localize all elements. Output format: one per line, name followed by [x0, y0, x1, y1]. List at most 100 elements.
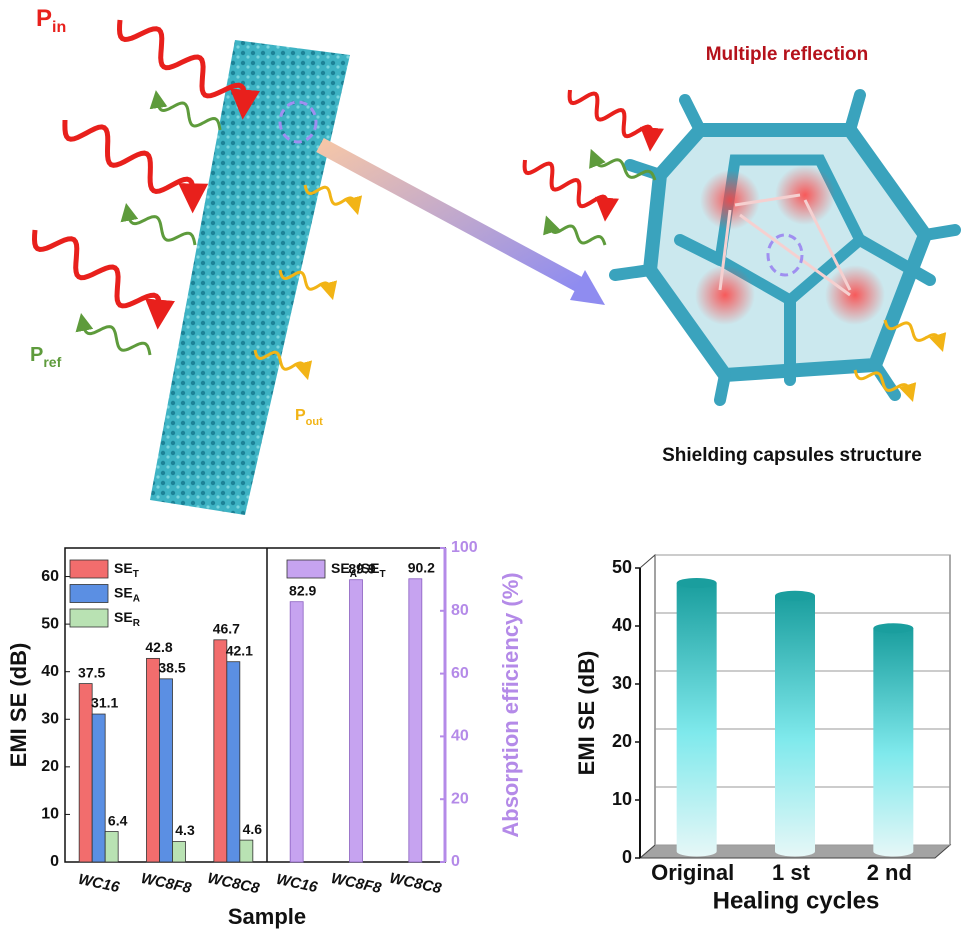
y-tick-label: 10 — [41, 806, 59, 823]
legend-label: SET — [114, 560, 139, 580]
y-tick-label: 30 — [612, 673, 632, 693]
cylinder — [873, 623, 914, 857]
bar — [104, 831, 119, 863]
reflection-paths — [718, 193, 852, 297]
legend-swatch — [69, 559, 109, 579]
legend-sub: T — [133, 569, 139, 580]
wave — [589, 148, 657, 181]
value-label: 4.6 — [243, 821, 263, 837]
y-axis-label: EMI SE (dB) — [6, 643, 31, 768]
value-label: 31.1 — [91, 695, 118, 711]
wave — [303, 184, 363, 216]
wave — [253, 349, 313, 381]
x-tick-label: WC8F8 — [329, 870, 383, 897]
bar — [349, 579, 363, 863]
cylinder-top — [873, 623, 914, 634]
legend-main: /SE — [357, 560, 380, 576]
label-sub: in — [52, 19, 66, 36]
y-tick-label: 0 — [622, 847, 632, 867]
bar — [146, 657, 160, 863]
bar — [159, 678, 173, 863]
legend-main: SE — [114, 584, 133, 600]
y2-axis-label: Absorption efficiency (%) — [498, 572, 523, 837]
side-wall — [639, 553, 656, 860]
value-label: 42.1 — [226, 642, 253, 658]
wave — [120, 202, 197, 246]
cylinder-top — [775, 590, 815, 601]
wave — [278, 269, 338, 301]
x-tick-label: WC16 — [275, 871, 320, 896]
legend-label: SER — [114, 609, 141, 629]
label-p-out: Pout — [295, 407, 323, 428]
label-main: P — [295, 407, 306, 424]
value-label: 90.2 — [408, 559, 435, 575]
zoom-circle — [278, 100, 318, 144]
legend-swatch — [286, 559, 326, 579]
y-tick-label: 20 — [41, 758, 59, 775]
y2-tick-label: 40 — [451, 728, 469, 745]
x-tick-label: WC8C8 — [206, 870, 262, 898]
wave — [853, 369, 917, 402]
y-tick-label: 60 — [41, 568, 59, 585]
y2-tick-label: 100 — [451, 539, 478, 556]
zoom-arrow-head — [570, 270, 605, 305]
reflection-spot — [700, 170, 760, 230]
label-p-in: Pin — [36, 5, 66, 36]
legend-sub: T — [380, 569, 386, 580]
cylinder-body — [873, 628, 914, 857]
x-tick-label: 1 st — [772, 860, 811, 885]
label-p-ref: Pref — [30, 344, 62, 369]
heading: Multiple reflection — [706, 44, 869, 65]
value-label: 37.5 — [78, 664, 105, 680]
wave — [116, 19, 260, 120]
legend-main: SE — [114, 560, 133, 576]
y2-tick-label: 0 — [451, 853, 460, 870]
label-main: P — [30, 344, 43, 366]
foam-slab — [150, 40, 350, 515]
label-main: P — [36, 5, 52, 32]
value-label: 42.8 — [145, 639, 172, 655]
y-tick-label: 50 — [612, 557, 632, 577]
cylinder — [775, 590, 815, 857]
y-tick-label: 20 — [612, 731, 632, 751]
y-tick-label: 0 — [50, 853, 59, 870]
x-tick-label: WC8C8 — [388, 870, 444, 898]
x-tick-label: WC16 — [77, 871, 122, 896]
legend-label: SEA — [114, 584, 140, 604]
reflection-spot — [825, 265, 885, 325]
zoom-circle — [766, 233, 804, 277]
value-label: 38.5 — [158, 660, 185, 676]
bar — [239, 839, 254, 863]
legend-swatch — [69, 584, 109, 603]
value-label: 89.9 — [348, 560, 375, 576]
y-tick-label: 30 — [41, 710, 59, 727]
y2-tick-label: 60 — [451, 665, 469, 682]
legend-main: SE — [331, 560, 350, 576]
y-tick-label: 10 — [612, 789, 632, 809]
wave — [149, 90, 222, 131]
label-sub: ref — [43, 354, 61, 370]
reflection-spot — [775, 165, 835, 225]
bar — [226, 661, 241, 863]
label-sub: out — [306, 416, 323, 428]
zoom-arrow — [316, 137, 584, 293]
y-tick-label: 50 — [41, 615, 59, 632]
value-label: 6.4 — [108, 812, 128, 828]
y2-tick-label: 80 — [451, 602, 469, 619]
y2-tick-label: 20 — [451, 790, 469, 807]
reflection-spot — [695, 265, 755, 325]
cylinder-top — [676, 577, 717, 588]
cylinder-body — [775, 595, 815, 857]
caption: Shielding capsules structure — [662, 445, 922, 466]
cylinder-body — [676, 582, 717, 857]
value-label: 4.3 — [175, 822, 195, 838]
wave — [75, 312, 152, 356]
bar — [408, 578, 423, 863]
x-axis-label: Healing cycles — [713, 887, 880, 914]
value-label: 46.7 — [213, 621, 240, 637]
value-label: 82.9 — [289, 582, 316, 598]
x-axis-label: Sample — [228, 904, 306, 929]
legend-sub: A — [350, 569, 357, 580]
cylinder — [676, 577, 717, 857]
